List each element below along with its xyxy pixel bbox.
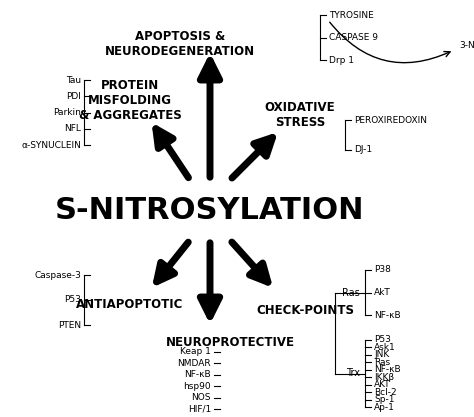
Text: NF-κB: NF-κB [184,370,211,379]
Text: Caspase-3: Caspase-3 [34,271,81,279]
Text: NMDAR: NMDAR [177,359,211,368]
Text: OXIDATIVE
STRESS: OXIDATIVE STRESS [264,101,335,129]
Text: Bcl-2: Bcl-2 [374,388,397,397]
Text: TYROSINE: TYROSINE [329,10,374,20]
Text: CASPASE 9: CASPASE 9 [329,33,378,42]
Text: NFL: NFL [64,124,81,133]
Text: Trx: Trx [346,369,360,379]
Text: P53: P53 [64,296,81,304]
Text: 3-NT: 3-NT [459,40,474,50]
Text: Parkin: Parkin [53,108,81,117]
Text: α-SYNUCLEIN: α-SYNUCLEIN [21,141,81,150]
Text: NEUROPROTECTIVE: NEUROPROTECTIVE [165,336,294,349]
Text: AkT: AkT [374,288,391,297]
Text: Drp 1: Drp 1 [329,55,354,65]
Text: NOS: NOS [191,393,211,402]
Text: hsp90: hsp90 [183,382,211,391]
Text: IKKβ: IKKβ [374,373,394,382]
Text: PEROXIREDOXIN: PEROXIREDOXIN [354,116,427,125]
Text: Sp-1: Sp-1 [374,395,394,404]
Text: APOPTOSIS &
NEURODEGENERATION: APOPTOSIS & NEURODEGENERATION [105,30,255,58]
Text: HIF/1: HIF/1 [188,404,211,414]
Text: ANTIAPOPTOTIC: ANTIAPOPTOTIC [76,299,184,311]
Text: Ask1: Ask1 [374,343,396,352]
Text: PROTEIN
MISFOLDING
& AGGREGATES: PROTEIN MISFOLDING & AGGREGATES [79,78,182,121]
Text: JNK: JNK [374,350,389,359]
Text: Tau: Tau [66,75,81,85]
Text: AKT: AKT [374,380,391,389]
Text: NF-κB: NF-κB [374,365,401,374]
Text: PTEN: PTEN [58,321,81,329]
Text: P53: P53 [374,336,391,344]
Text: DJ-1: DJ-1 [354,146,372,155]
Text: P38: P38 [374,266,391,274]
Text: S-NITROSYLATION: S-NITROSYLATION [55,196,365,224]
Text: Ap-1: Ap-1 [374,402,395,412]
Text: Ras: Ras [342,287,360,297]
Text: PDI: PDI [66,92,81,101]
Text: NF-κB: NF-κB [374,311,401,319]
Text: Ras: Ras [374,358,390,367]
Text: Keap 1: Keap 1 [180,347,211,357]
Text: CHECK-POINTS: CHECK-POINTS [256,304,354,317]
